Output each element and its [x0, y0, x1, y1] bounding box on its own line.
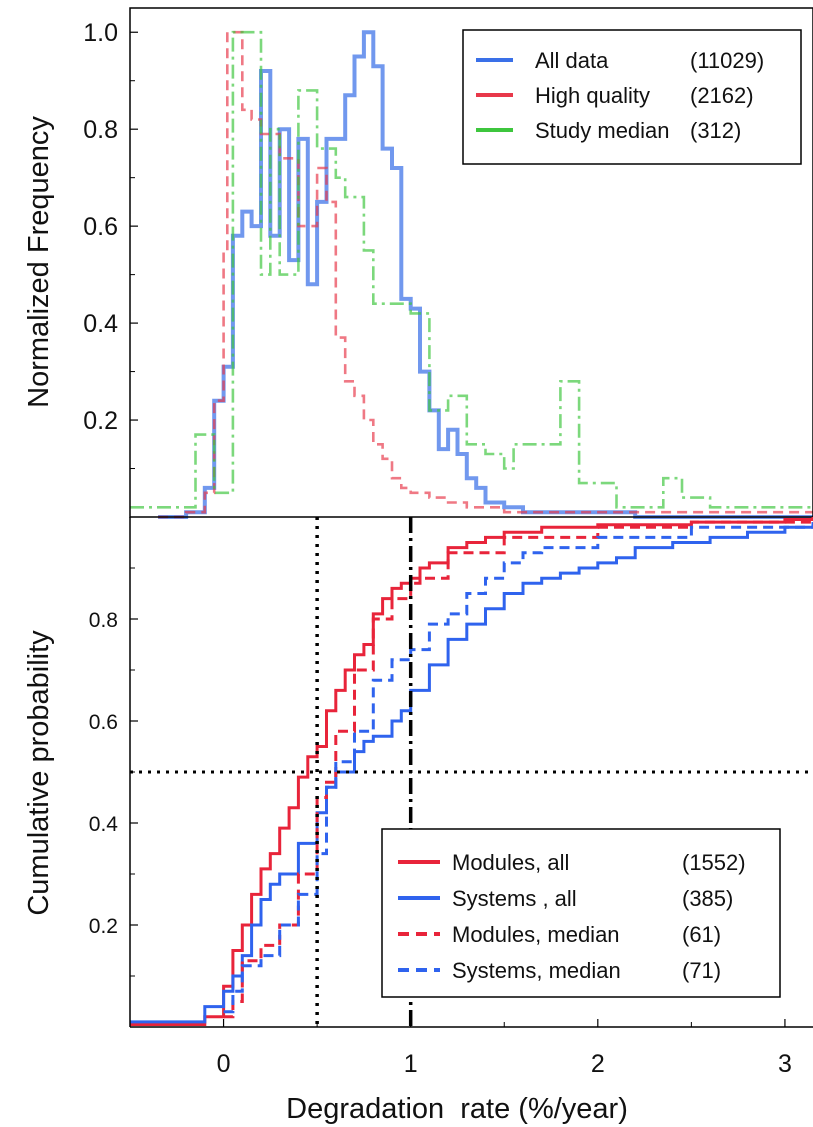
- top-y-tick-label: 1.0: [83, 19, 118, 47]
- top-y-tick-label: 0.4: [83, 310, 118, 338]
- legend-count-all-data: (11029): [690, 48, 764, 73]
- bottom-y-tick-label: 0.2: [89, 915, 118, 938]
- top-y-tick-label: 0.8: [83, 116, 118, 144]
- x-tick-label: 0: [217, 1050, 231, 1078]
- legend-count-modules-all: (1552): [682, 850, 746, 875]
- bottom-y-tick-label: 0.8: [89, 609, 118, 632]
- series-systems-median: [223, 522, 813, 1014]
- series-modules-median: [223, 517, 813, 1019]
- top-y-tick-label: 0.2: [83, 407, 118, 435]
- legend-label-systems-all: Systems , all: [452, 886, 577, 911]
- x-tick-label: 2: [591, 1050, 605, 1078]
- bottom-legend: Modules, all (1552) Systems , all (385) …: [381, 828, 781, 998]
- top-y-axis-title: Normalized Frequency: [23, 116, 55, 408]
- legend-count-systems-median: (71): [682, 958, 721, 983]
- bottom-y-tick-label: 0.6: [89, 711, 118, 734]
- series-modules-all: [130, 517, 813, 1026]
- top-panel: 0.2 0.4 0.6 0.8 1.0 Normalized Frequency: [23, 7, 813, 519]
- legend-count-modules-median: (61): [682, 922, 721, 947]
- top-y-ticks: 0.2 0.4 0.6 0.8 1.0: [83, 19, 138, 470]
- cumulative-series-group: [130, 517, 813, 1026]
- reference-lines: [130, 517, 813, 1027]
- legend-count-high-quality: (2162): [690, 83, 754, 108]
- top-legend-box: [462, 29, 802, 165]
- legend-label-all-data: All data: [535, 48, 609, 73]
- legend-label-study-median: Study median: [535, 118, 670, 143]
- legend-label-systems-median: Systems, median: [452, 958, 621, 983]
- legend-label-high-quality: High quality: [535, 83, 650, 108]
- top-legend: All data (11029) High quality (2162) Stu…: [462, 29, 802, 165]
- x-axis-title: Degradation rate (%/year): [286, 1093, 628, 1125]
- bottom-legend-box: [381, 828, 781, 998]
- top-y-tick-label: 0.6: [83, 213, 118, 241]
- x-tick-label: 1: [404, 1050, 418, 1078]
- bottom-y-axis-title: Cumulative probability: [23, 630, 55, 916]
- series-all-data: [158, 30, 813, 519]
- bottom-panel: 0.2 0.4 0.6 0.8 Cumulative probability: [23, 517, 813, 1028]
- series-systems-all: [130, 522, 813, 1024]
- legend-count-study-median: (312): [690, 118, 741, 143]
- x-tick-label: 3: [778, 1050, 792, 1078]
- bottom-y-ticks: 0.2 0.4 0.6 0.8: [89, 567, 138, 977]
- series-high-quality: [158, 30, 813, 519]
- legend-label-modules-all: Modules, all: [452, 850, 569, 875]
- bottom-y-tick-label: 0.4: [89, 813, 119, 836]
- histogram-series-group: [130, 30, 813, 519]
- legend-count-systems-all: (385): [682, 886, 733, 911]
- top-plot-frame: [129, 7, 813, 518]
- series-study-median: [130, 30, 813, 509]
- legend-label-modules-median: Modules, median: [452, 922, 620, 947]
- x-axis-ticks: 0 1 2 3: [129, 1019, 792, 1078]
